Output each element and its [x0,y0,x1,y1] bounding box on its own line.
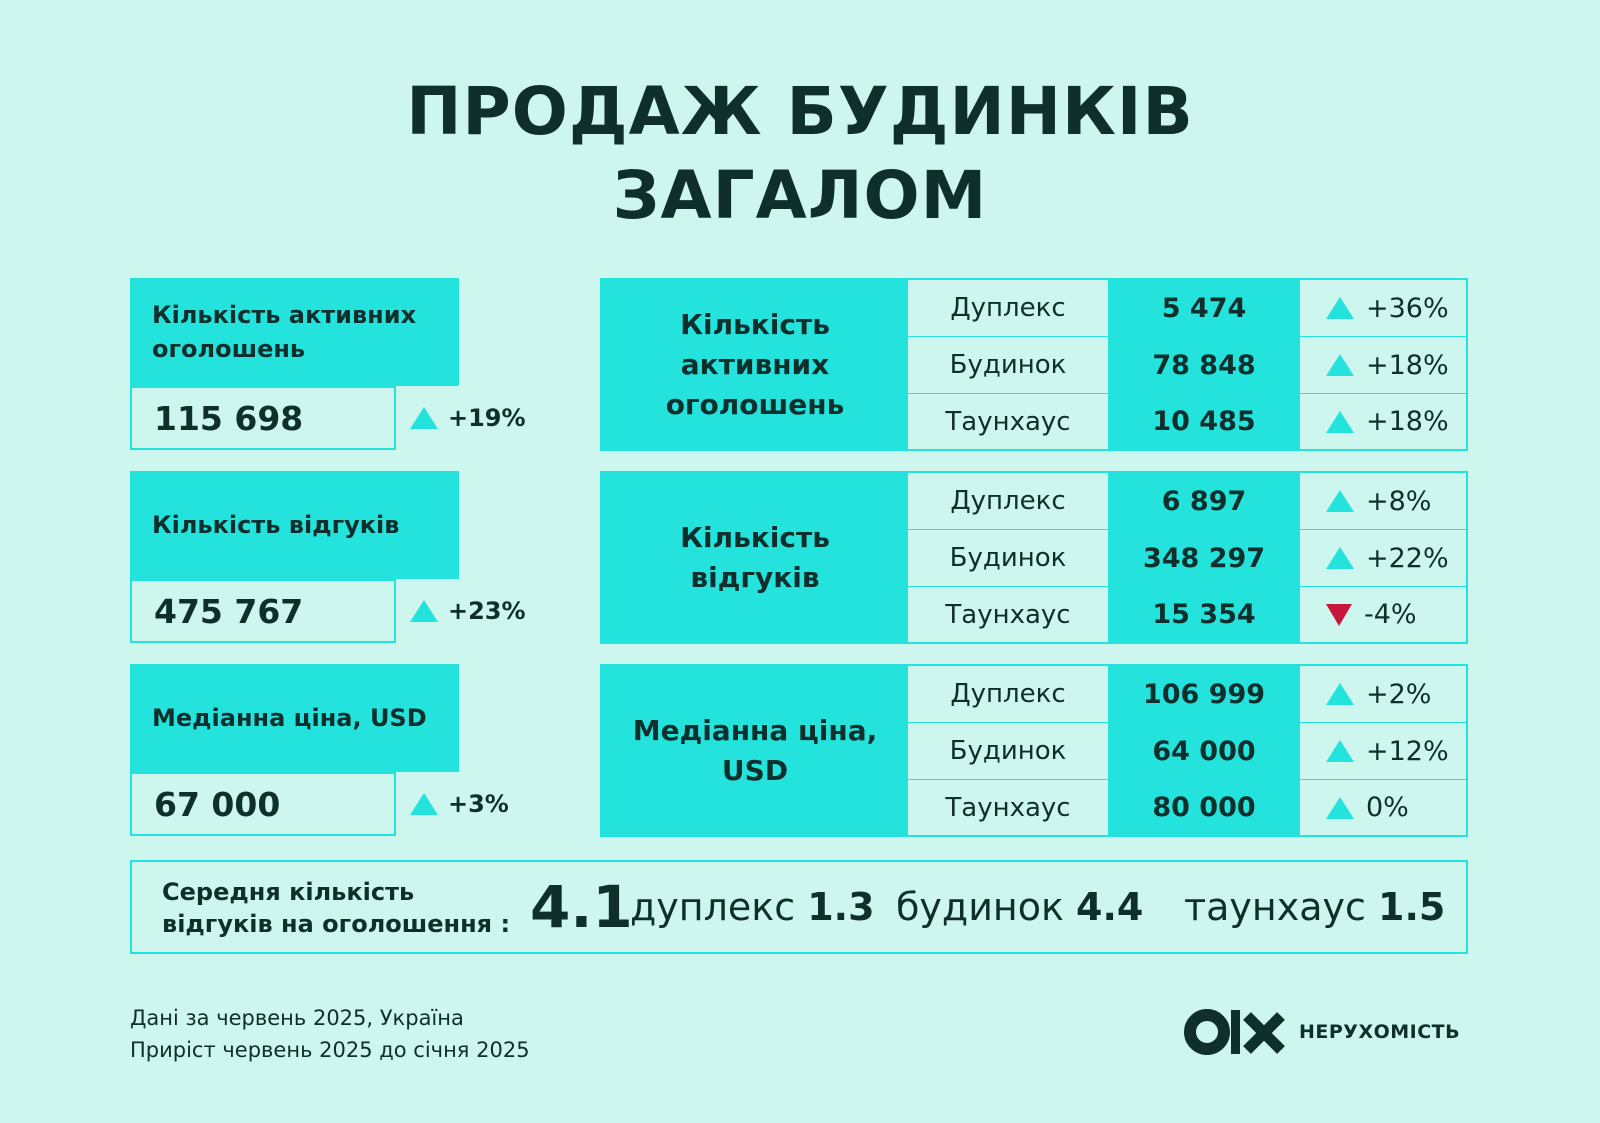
row-change-text: +18% [1366,406,1449,437]
row-change: -4% [1300,587,1466,642]
footer-line-1: Дані за червень 2025, Україна [130,1006,464,1030]
brand-text: НЕРУХОМІСТЬ [1299,1021,1461,1043]
summary-change: +3% [410,772,509,836]
table-label: Кількість активних оголошень [665,307,845,421]
table-row: Будинок 78 848 +18% [908,337,1466,393]
row-type: Таунхаус [908,587,1108,642]
table-row: Дуплекс 6 897 +8% [908,473,1466,529]
row-change-text: 0% [1366,792,1409,823]
summary-change: +19% [410,386,526,450]
arrow-up-icon [1326,297,1354,319]
row-change: +18% [1300,394,1466,449]
average-item-name: будинок [896,885,1064,929]
arrow-down-icon [1326,603,1352,626]
average-label-line-2: відгуків на оголошення : [162,910,511,938]
summary-label: Кількість відгуків [130,471,459,579]
row-change: +2% [1300,666,1466,722]
table-row: Таунхаус 15 354 -4% [908,587,1466,642]
row-change-text: +36% [1366,292,1449,324]
footer-line-2: Приріст червень 2025 до січня 2025 [130,1038,530,1062]
summary-value: 475 767 [130,579,396,643]
average-item-name: дуплекс [630,885,796,929]
arrow-up-icon [1326,796,1354,819]
average-responses-bar: Середня кількість відгуків на оголошення… [130,860,1468,954]
row-type: Таунхаус [908,780,1108,835]
arrow-up-icon [1326,547,1354,569]
row-value: 78 848 [1110,337,1298,393]
row-type: Дуплекс [908,666,1108,722]
row-change: +12% [1300,723,1466,779]
row-change-text: +12% [1366,735,1449,767]
row-value: 64 000 [1110,723,1298,779]
row-type: Таунхаус [908,394,1108,449]
row-change: +8% [1300,473,1466,529]
table-listings: Кількість активних оголошень Дуплекс 5 4… [600,278,1468,451]
arrow-up-icon [1326,490,1354,512]
row-value: 15 354 [1110,587,1298,642]
arrow-up-icon [410,600,438,622]
average-item-townhouse: таунхаус 1.5 [1184,882,1445,932]
table-label: Кількість відгуків [680,520,830,594]
row-change-text: +22% [1366,542,1449,574]
arrow-up-icon [1326,683,1354,705]
summary-change-text: +3% [448,790,509,818]
arrow-up-icon [410,407,438,429]
row-value: 5 474 [1110,280,1298,336]
row-type: Будинок [908,337,1108,393]
summary-change-text: +19% [448,404,526,432]
average-label-line-1: Середня кількість [162,878,415,906]
row-type: Дуплекс [908,280,1108,336]
average-item-house: будинок 4.4 [896,882,1143,932]
footer-notes: Дані за червень 2025, Україна Приріст че… [130,1002,530,1066]
table-median-price: Медіанна ціна, USD Дуплекс 106 999 +2% Б… [600,664,1468,837]
olx-logo-icon [1183,1006,1287,1058]
average-total: 4.1 [530,873,633,941]
table-row: Таунхаус 80 000 0% [908,780,1466,835]
summary-change-text: +23% [448,597,526,625]
arrow-up-icon [410,793,438,815]
row-type: Будинок [908,723,1108,779]
arrow-up-icon [1326,740,1354,762]
table-row: Будинок 348 297 +22% [908,530,1466,586]
average-item-value: 1.3 [807,885,875,929]
table-label: Медіанна ціна, USD [632,713,878,787]
summary-change: +23% [410,579,526,643]
row-value: 348 297 [1110,530,1298,586]
title-line-2: ЗАГАЛОМ [612,157,988,234]
title-line-1: ПРОДАЖ БУДИНКІВ [406,73,1194,150]
row-type: Дуплекс [908,473,1108,529]
table-responses: Кількість відгуків Дуплекс 6 897 +8% Буд… [600,471,1468,644]
average-item-duplex: дуплекс 1.3 [630,882,875,932]
row-change: +36% [1300,280,1466,336]
table-row: Будинок 64 000 +12% [908,723,1466,779]
summary-label: Кількість активних оголошень [130,278,459,386]
average-label: Середня кількість відгуків на оголошення… [162,876,510,940]
arrow-up-icon [1326,354,1354,376]
row-change-text: +8% [1366,485,1432,517]
summary-value: 115 698 [130,386,396,450]
row-change: +18% [1300,337,1466,393]
summary-value: 67 000 [130,772,396,836]
average-item-value: 1.5 [1378,885,1446,929]
row-value: 106 999 [1110,666,1298,722]
summary-label: Медіанна ціна, USD [130,664,459,772]
row-change-text: +2% [1366,678,1432,710]
row-change-text: -4% [1364,599,1417,630]
table-row: Дуплекс 106 999 +2% [908,666,1466,722]
row-value: 80 000 [1110,780,1298,835]
brand-logo: НЕРУХОМІСТЬ [1183,1006,1460,1058]
average-item-value: 4.4 [1076,885,1144,929]
row-change: +22% [1300,530,1466,586]
table-row: Дуплекс 5 474 +36% [908,280,1466,336]
row-value: 6 897 [1110,473,1298,529]
average-item-name: таунхаус [1184,885,1366,929]
table-row: Таунхаус 10 485 +18% [908,394,1466,449]
row-type: Будинок [908,530,1108,586]
page-title: ПРОДАЖ БУДИНКІВ ЗАГАЛОМ [0,70,1600,238]
arrow-up-icon [1326,410,1354,433]
row-change: 0% [1300,780,1466,835]
row-change-text: +18% [1366,349,1449,381]
row-value: 10 485 [1110,394,1298,449]
